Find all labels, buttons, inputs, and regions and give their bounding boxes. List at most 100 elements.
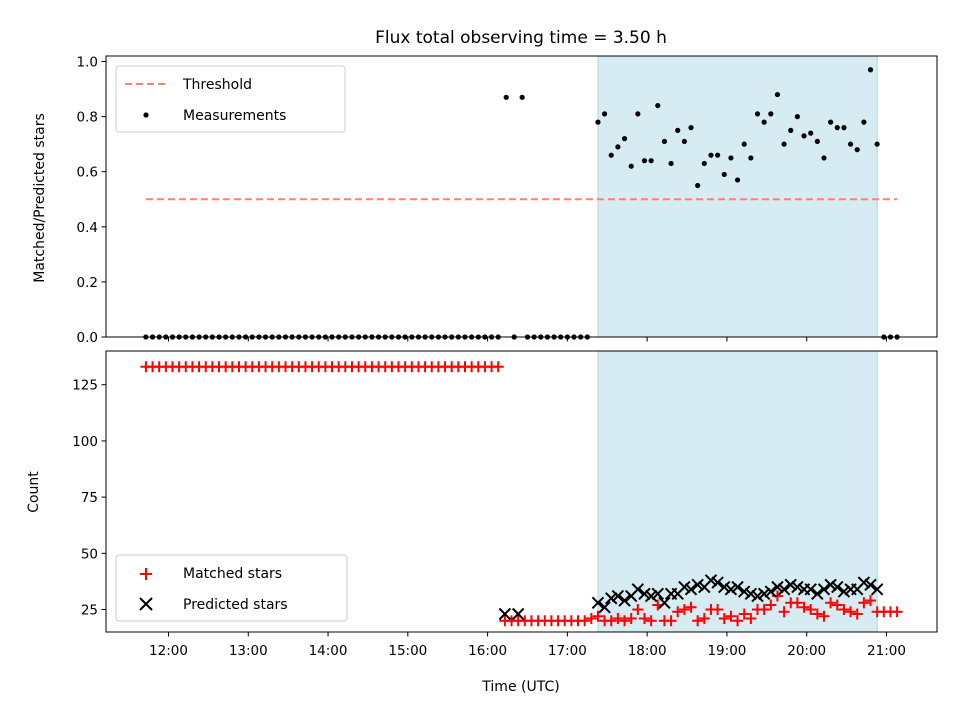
data-point: [861, 119, 867, 125]
data-point: [628, 163, 634, 169]
y-tick-label: 125: [72, 378, 98, 394]
top-legend: Threshold Measurements: [115, 65, 346, 133]
data-point: [585, 613, 597, 625]
data-point: [665, 615, 677, 627]
data-point: [661, 138, 668, 145]
data-point: [605, 592, 618, 605]
y-tick-label: 25: [81, 603, 98, 619]
data-point: [511, 607, 525, 621]
data-point: [854, 147, 860, 153]
x-tick-label: 14:00: [309, 643, 348, 659]
chart-title: Flux total observing time = 3.50 h: [375, 28, 667, 48]
x-tick-label: 15:00: [388, 643, 427, 659]
data-point: [838, 604, 850, 616]
data-point: [632, 604, 644, 616]
data-point: [811, 587, 824, 600]
data-point: [734, 177, 741, 183]
data-point: [711, 576, 724, 589]
data-point: [858, 597, 870, 609]
predicted-legend-swatch: [139, 597, 153, 611]
measurements-legend-swatch: [143, 112, 149, 118]
data-point: [891, 606, 903, 618]
data-point: [635, 111, 641, 117]
data-point: [814, 138, 820, 145]
matched-stars-series: [140, 361, 903, 627]
data-point: [598, 601, 611, 614]
bottom-plot-frame: [105, 350, 938, 633]
data-point: [678, 604, 690, 616]
y-tick-label: 0.2: [77, 275, 98, 291]
y-tick-label: 0.4: [77, 220, 98, 236]
y-tick-label: 0.8: [77, 110, 98, 126]
data-point: [845, 606, 857, 618]
top-y-axis-label: Matched/Predicted stars: [32, 113, 48, 283]
data-point: [804, 583, 817, 596]
data-point: [745, 613, 757, 625]
data-point: [615, 144, 621, 150]
data-point: [864, 578, 877, 591]
data-point: [748, 155, 754, 161]
data-point: [492, 361, 504, 373]
data-point: [638, 587, 651, 600]
star-count-panel: 25 50 75 100 125 12:00 13:00 14:00 15:00 16:00 17:…: [26, 350, 938, 695]
data-point: [874, 141, 880, 147]
x-tick-label: 19:00: [707, 643, 746, 659]
data-point: [655, 102, 661, 109]
threshold-legend-label: Threshold: [182, 77, 252, 93]
data-point: [672, 606, 684, 618]
data-point: [757, 587, 771, 600]
data-point: [808, 130, 814, 136]
data-point: [698, 613, 710, 625]
data-point: [619, 615, 631, 627]
data-point: [831, 599, 843, 611]
data-point: [641, 158, 648, 164]
data-point: [771, 580, 784, 594]
data-point: [771, 590, 783, 602]
data-point: [768, 111, 774, 117]
data-point: [837, 585, 851, 598]
data-point: [841, 125, 847, 131]
data-point: [867, 67, 874, 73]
x-tick-label: 13:00: [229, 643, 268, 659]
predicted-stars-series: [498, 574, 884, 621]
measurements-legend-label: Measurements: [183, 108, 286, 124]
data-point: [638, 613, 650, 625]
predicted-legend-label: Predicted stars: [183, 597, 288, 613]
data-point: [754, 111, 761, 117]
data-point: [794, 114, 800, 120]
data-point: [778, 606, 790, 618]
data-point: [695, 182, 701, 189]
data-point: [791, 580, 804, 594]
flux-ratio-panel: 0.0 0.2 0.4 0.6 0.8 1.0 Flux total observing …: [32, 28, 938, 346]
data-point: [732, 615, 744, 627]
data-point: [865, 595, 877, 607]
bottom-legend: Matched stars Predicted stars: [115, 554, 348, 622]
data-point: [801, 133, 807, 139]
data-point: [818, 610, 830, 622]
data-point: [712, 604, 724, 616]
data-point: [611, 589, 625, 603]
data-point: [758, 604, 770, 616]
x-tick-label: 12:00: [149, 643, 188, 659]
data-point: [645, 615, 657, 627]
data-point: [612, 613, 624, 625]
data-point: [503, 94, 509, 100]
data-point: [688, 125, 694, 131]
data-point: [621, 136, 628, 142]
data-point: [498, 607, 512, 621]
data-point: [764, 585, 778, 598]
x-tick-label: 21:00: [867, 643, 906, 659]
data-point: [692, 615, 704, 627]
data-point: [870, 583, 884, 596]
data-point: [701, 160, 707, 167]
data-point: [579, 615, 591, 627]
data-point: [761, 119, 767, 125]
data-point: [805, 604, 817, 616]
y-tick-label: 50: [81, 546, 98, 562]
data-point: [784, 578, 797, 591]
data-point: [602, 111, 608, 117]
x-tick-label: 18:00: [628, 643, 667, 659]
data-point: [851, 608, 863, 620]
data-point: [605, 615, 617, 627]
